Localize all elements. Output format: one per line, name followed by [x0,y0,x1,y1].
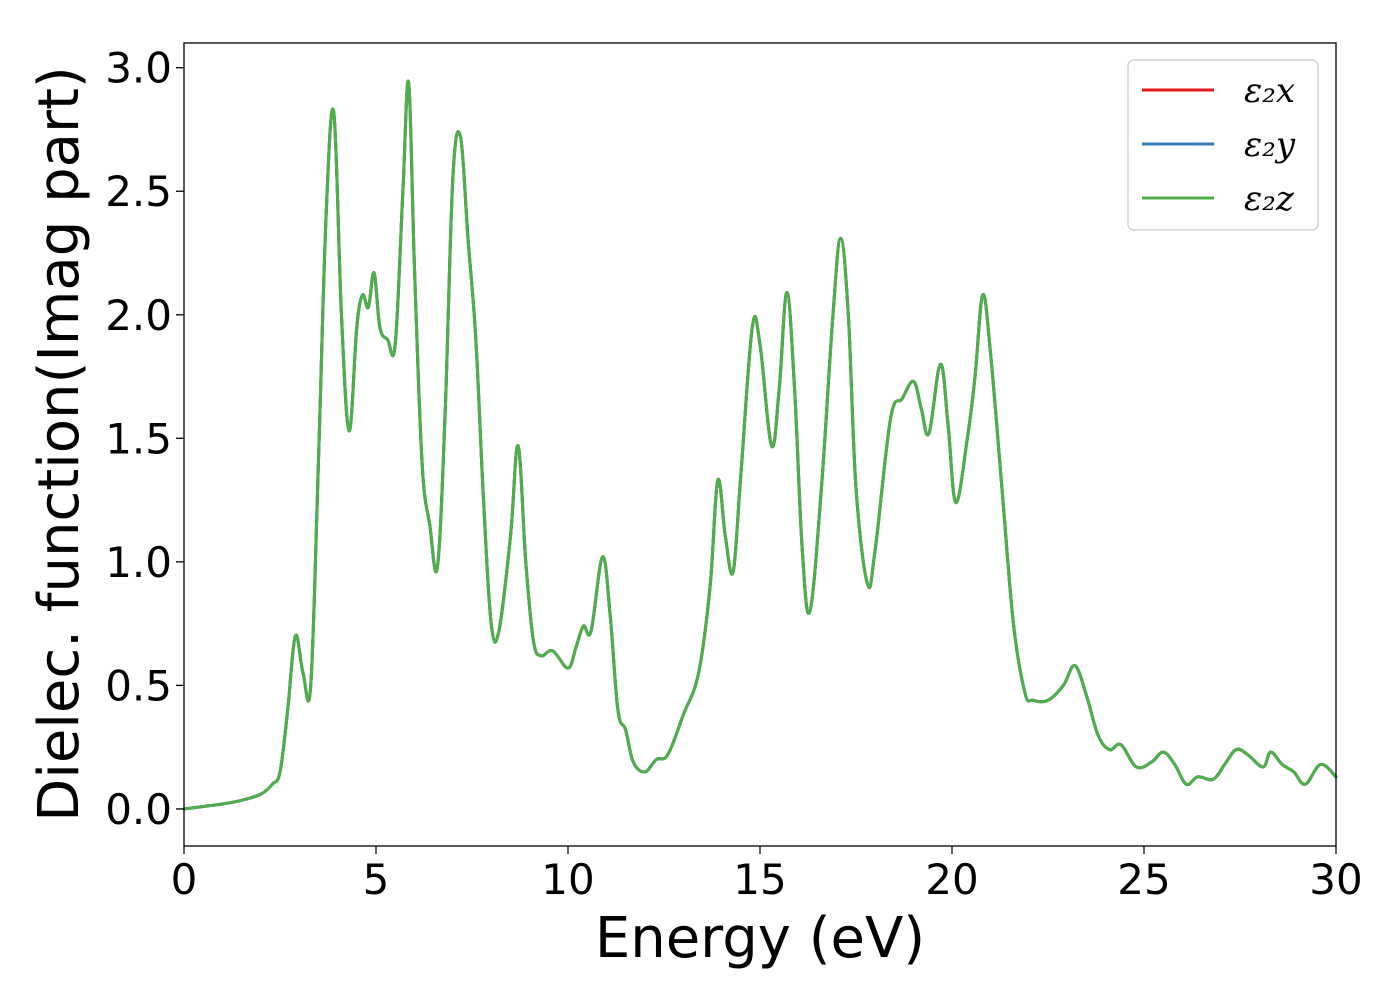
legend: ε₂x ε₂y ε₂z [1127,59,1319,231]
y-tick-label: 2.5 [105,167,172,216]
x-tick-label: 10 [541,855,594,904]
y-axis-title: Dielec. function(Imag part) [27,66,92,822]
y-tick-label: 1.5 [105,414,172,463]
legend-label-2: ε₂y [1244,125,1296,165]
y-tick-label: 0.0 [105,785,172,834]
y-axis-ticks: 0.0 0.5 1.0 1.5 2.0 2.5 3.0 [105,44,184,834]
x-axis-ticks: 0 5 10 15 20 25 30 [171,846,1363,904]
legend-label-3: ε₂z [1244,179,1295,219]
legend-items: ε₂x ε₂y ε₂z [1142,71,1296,219]
x-tick-label: 15 [733,855,786,904]
x-axis-title: Energy (eV) [595,906,925,971]
x-tick-label: 20 [925,855,978,904]
x-tick-label: 0 [171,855,198,904]
x-tick-label: 30 [1309,855,1362,904]
x-tick-label: 5 [363,855,390,904]
y-tick-label: 0.5 [105,661,172,710]
series-layer [182,79,1338,811]
y-tick-label: 2.0 [105,291,172,340]
legend-box [1127,59,1319,231]
y-tick-label: 3.0 [105,44,172,93]
legend-label-1: ε₂x [1244,71,1295,111]
series-line-3 [182,79,1338,811]
y-tick-label: 1.0 [105,538,172,587]
x-tick-label: 25 [1117,855,1170,904]
